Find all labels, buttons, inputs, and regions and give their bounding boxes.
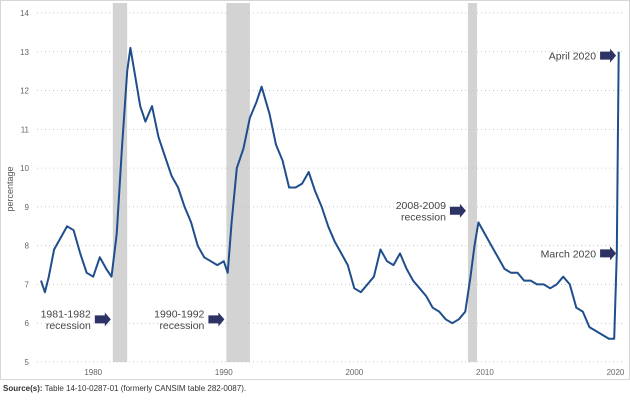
annotation-label: March 2020 xyxy=(541,248,597,260)
annotation-arrow xyxy=(600,246,617,261)
source-note: Source(s): Table 14-10-0287-01 (formerly… xyxy=(3,384,246,393)
annotation-label: 1990-1992 xyxy=(154,309,204,321)
annotation-arrow xyxy=(208,312,225,327)
recession-band xyxy=(467,3,478,362)
x-tick-label: 2010 xyxy=(476,368,494,377)
recession-band xyxy=(226,3,250,362)
y-tick-label: 14 xyxy=(20,9,29,18)
gridlines xyxy=(37,12,622,363)
series-line xyxy=(40,46,620,340)
y-tick-label: 12 xyxy=(20,87,29,96)
x-tick-label: 1990 xyxy=(215,368,233,377)
annotation-arrow xyxy=(449,203,466,218)
y-tick-label: 5 xyxy=(25,358,30,367)
chart-container: 5 6 7 8 9 10 11 12 13 14 1980 1990 2000 2010 2020 per… xyxy=(0,0,630,380)
y-tick-label: 6 xyxy=(25,319,30,328)
source-text: Table 14-10-0287-01 (formerly CANSIM tab… xyxy=(42,384,247,393)
y-tick-label: 11 xyxy=(21,125,30,134)
y-tick-label: 13 xyxy=(20,48,29,57)
annotation-label: 2008-2009 xyxy=(396,200,446,212)
series-group xyxy=(40,46,620,340)
source-label: Source(s): xyxy=(3,384,43,393)
annotation-arrow xyxy=(600,48,617,63)
annotations: 1981-1982recession1990-1992recession2008… xyxy=(41,48,617,332)
annotation-label: recession xyxy=(46,320,91,332)
unemployment-line-chart: 5 6 7 8 9 10 11 12 13 14 1980 1990 2000 2010 2020 per… xyxy=(5,3,625,377)
x-axis-ticks: 1980 1990 2000 2010 2020 xyxy=(84,368,625,377)
y-axis-title: percentage xyxy=(5,166,15,211)
x-tick-label: 2020 xyxy=(607,368,625,377)
annotation-label: 1981-1982 xyxy=(41,309,91,321)
annotation-arrow xyxy=(94,312,111,327)
y-tick-label: 9 xyxy=(25,203,30,212)
y-axis-ticks: 5 6 7 8 9 10 11 12 13 14 xyxy=(20,9,29,367)
annotation-label: recession xyxy=(159,320,204,332)
annotation-label: recession xyxy=(401,212,446,224)
y-tick-label: 10 xyxy=(20,164,29,173)
y-tick-label: 8 xyxy=(25,242,30,251)
annotation-label: April 2020 xyxy=(549,51,596,63)
x-tick-label: 1980 xyxy=(84,368,102,377)
x-tick-label: 2000 xyxy=(345,368,363,377)
y-tick-label: 7 xyxy=(25,280,30,289)
